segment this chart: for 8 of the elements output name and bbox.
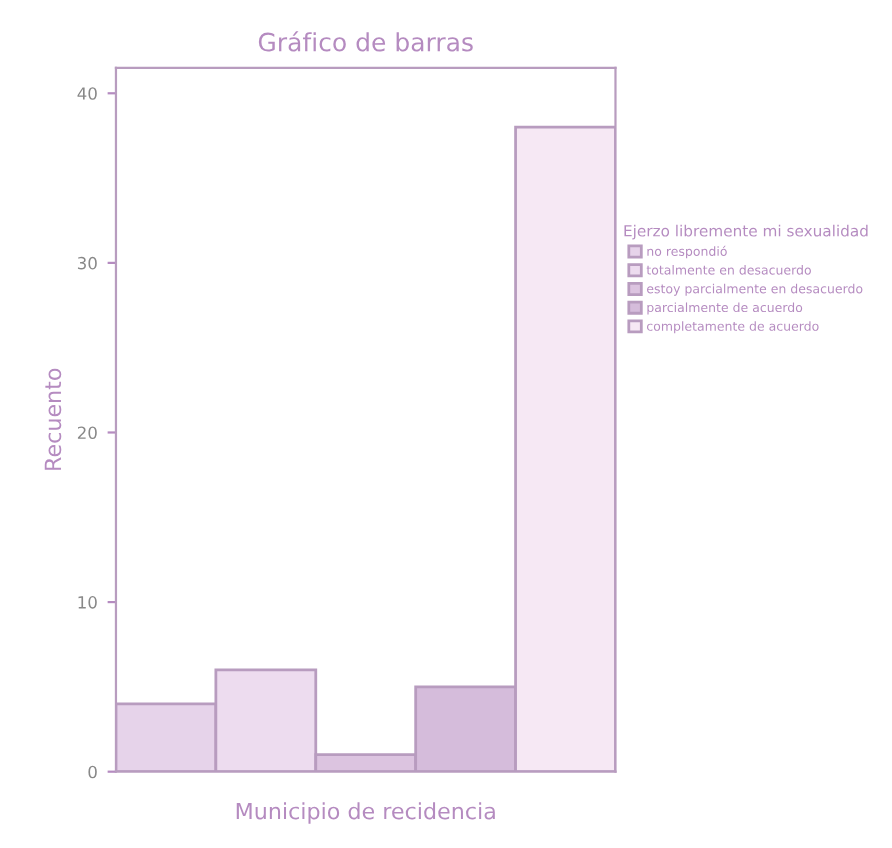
y-tick-label: 40 [77,87,97,100]
y-tick-label: 0 [88,765,97,779]
y-tick-label: 20 [77,426,97,440]
y-tick-label: 30 [77,256,97,270]
x-axis-title: Municipio de recidencia [236,802,495,824]
y-tick-label: 10 [78,596,97,609]
chart-title: Gráfico de barras [258,31,473,52]
y-axis-title: Recuento [44,368,62,470]
